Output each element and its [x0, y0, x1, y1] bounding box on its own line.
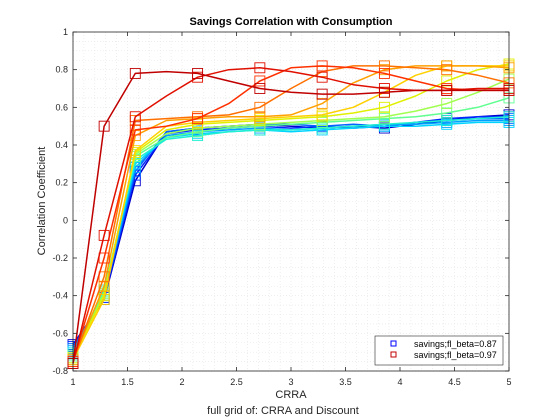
- series-line-11: [72, 65, 510, 362]
- series-line-12: [72, 65, 509, 362]
- y-axis-label: Correlation Coefficient: [36, 147, 48, 256]
- data-point-10-8: [316, 98, 328, 110]
- data-point-10-6: [254, 111, 266, 123]
- x-tick-label: 4.5: [448, 377, 461, 387]
- data-point-13-8: [316, 71, 328, 83]
- x-tick-label: 2.5: [230, 377, 243, 387]
- data-point-14-12: [441, 84, 453, 96]
- y-tick-label: 0: [63, 215, 68, 225]
- legend-marker-beta-097: [390, 351, 397, 358]
- series-layer: [67, 58, 515, 369]
- data-point-11-6: [254, 101, 266, 113]
- data-point-14-6: [254, 83, 266, 94]
- data-point-12-8: [316, 60, 328, 72]
- series-line-7: [72, 78, 510, 359]
- data-point-7-12: [441, 98, 453, 110]
- data-point-12-4: [192, 113, 204, 125]
- data-point-10-1: [98, 280, 110, 292]
- legend-label-beta-097: savings;fl_beta=0.97: [414, 350, 497, 360]
- data-point-8-12: [441, 75, 453, 87]
- legend-label-beta-087: savings;fl_beta=0.87: [414, 339, 497, 349]
- minor-grid: [72, 31, 510, 372]
- data-point-7-10: [378, 111, 390, 123]
- y-tick-label: 1: [63, 27, 68, 37]
- axes: 1 1.5 2 2.5 3 3.5 4 4.5 5 -0.8 -0.6 -0.4 -0.2 0 0.2 0.4…: [52, 27, 511, 387]
- data-point-6-12: [441, 107, 453, 119]
- data-point-14-1: [98, 120, 110, 132]
- data-point-13-2: [129, 111, 141, 123]
- data-point-12-6: [254, 75, 266, 87]
- series-line-6: [72, 97, 510, 357]
- data-point-12-2: [129, 124, 141, 136]
- x-tick-label: 3: [288, 377, 293, 387]
- x-tick-label: 5: [506, 377, 511, 387]
- y-tick-label: 0.6: [55, 102, 68, 112]
- x-axis-label: CRRA: [275, 389, 307, 401]
- data-point-14-4: [192, 67, 204, 79]
- data-point-13-1: [98, 229, 110, 241]
- data-point-13-6: [254, 62, 266, 74]
- x-tick-label: 4: [397, 377, 402, 387]
- data-point-9-8: [316, 109, 328, 121]
- data-point-11-10: [378, 60, 390, 72]
- data-point-5-12: [441, 115, 453, 126]
- legend: savings;fl_beta=0.87 savings;fl_beta=0.9…: [374, 335, 504, 366]
- series-line-4: [72, 121, 509, 353]
- data-point-8-10: [378, 101, 390, 113]
- y-tick-label: 0.8: [55, 65, 68, 75]
- data-point-14-2: [129, 67, 141, 79]
- y-tick-label: -0.4: [52, 291, 68, 301]
- chart-title: Savings Correlation with Consumption: [190, 16, 393, 28]
- figure-caption: full grid of: CRRA and Discount: [207, 405, 359, 417]
- data-point-14-8: [316, 88, 328, 100]
- x-tick-label: 3.5: [339, 377, 352, 387]
- x-tick-label: 1: [70, 377, 75, 387]
- x-tick-label: 1.5: [121, 377, 134, 387]
- legend-marker-beta-087: [390, 340, 397, 347]
- series-line-10: [72, 65, 510, 360]
- y-tick-label: -0.8: [52, 366, 68, 376]
- data-point-12-10: [378, 67, 390, 79]
- y-tick-label: -0.2: [52, 253, 68, 263]
- y-tick-label: -0.6: [52, 328, 68, 338]
- series-line-14: [72, 70, 509, 364]
- data-point-11-12: [441, 64, 453, 76]
- series-line-5: [72, 116, 510, 355]
- y-tick-label: 0.4: [55, 140, 68, 150]
- y-tick-label: 0.2: [55, 178, 68, 188]
- series-line-1: [72, 116, 509, 347]
- x-tick-label: 2: [179, 377, 184, 387]
- data-point-14-10: [378, 86, 390, 98]
